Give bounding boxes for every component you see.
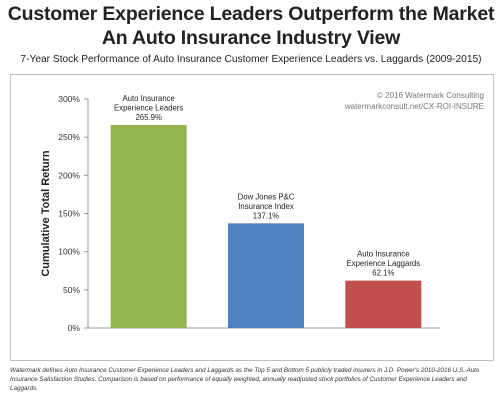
y-tick-label: 50% — [63, 285, 80, 295]
chart-title-line1: Customer Experience Leaders Outperform t… — [7, 3, 495, 25]
bar-value-label: 265.9% — [135, 113, 162, 122]
copyright-annotation: watermarkconsult.net/CX-ROI-INSURE — [344, 102, 484, 111]
y-tick-label: 250% — [58, 132, 80, 142]
copyright-annotation: © 2016 Watermark Consulting — [377, 91, 484, 100]
bar-value-label: 62.1% — [372, 269, 394, 278]
chart-subtitle: 7-Year Stock Performance of Auto Insuran… — [20, 54, 482, 65]
bar — [110, 125, 187, 328]
chart-title-line2: An Auto Insurance Industry View — [101, 27, 401, 49]
bar-category-label: Experience Leaders — [114, 104, 183, 113]
bar-category-label: Insurance Index — [238, 202, 294, 211]
y-tick-label: 200% — [58, 170, 80, 180]
y-tick-label: 300% — [58, 94, 80, 104]
bar — [228, 223, 304, 328]
bar-category-label: Auto Insurance — [122, 94, 174, 103]
bar — [345, 280, 422, 328]
footnote: Watermark defines Auto Insurance Custome… — [10, 367, 480, 392]
chart-frame — [10, 74, 494, 361]
bar-category-label: Auto Insurance — [357, 250, 409, 259]
bar-category-label: Dow Jones P&C — [238, 192, 295, 201]
y-tick-label: 0% — [68, 323, 81, 333]
y-tick-label: 150% — [58, 209, 80, 219]
y-tick-label: 100% — [58, 247, 80, 257]
y-axis-title: Cumulative Total Return — [40, 150, 52, 277]
bar-category-label: Experience Laggards — [346, 259, 420, 268]
bar-value-label: 137.1% — [253, 211, 280, 220]
